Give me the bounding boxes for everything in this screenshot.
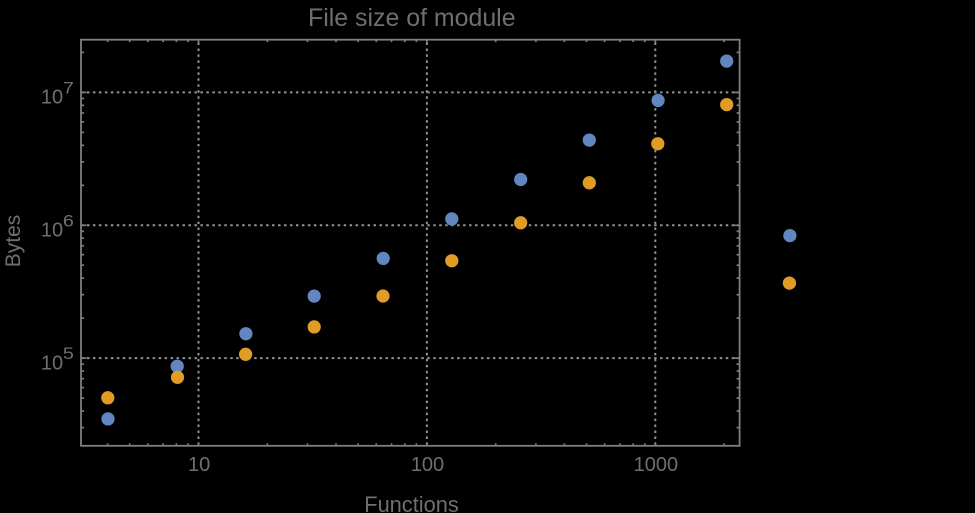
svg-text:7: 7 [63, 78, 74, 97]
svg-text:1000: 1000 [634, 454, 679, 476]
svg-text:Functions: Functions [364, 492, 459, 513]
svg-text:10: 10 [41, 220, 63, 242]
svg-text:10: 10 [41, 87, 63, 109]
svg-text:10: 10 [188, 454, 210, 476]
svg-text:10: 10 [41, 352, 63, 374]
svg-text:6: 6 [63, 211, 74, 230]
svg-text:5: 5 [63, 344, 74, 363]
svg-text:100: 100 [411, 454, 444, 476]
svg-text:File size of module: File size of module [308, 4, 516, 32]
svg-text:Bytes: Bytes [2, 215, 25, 268]
